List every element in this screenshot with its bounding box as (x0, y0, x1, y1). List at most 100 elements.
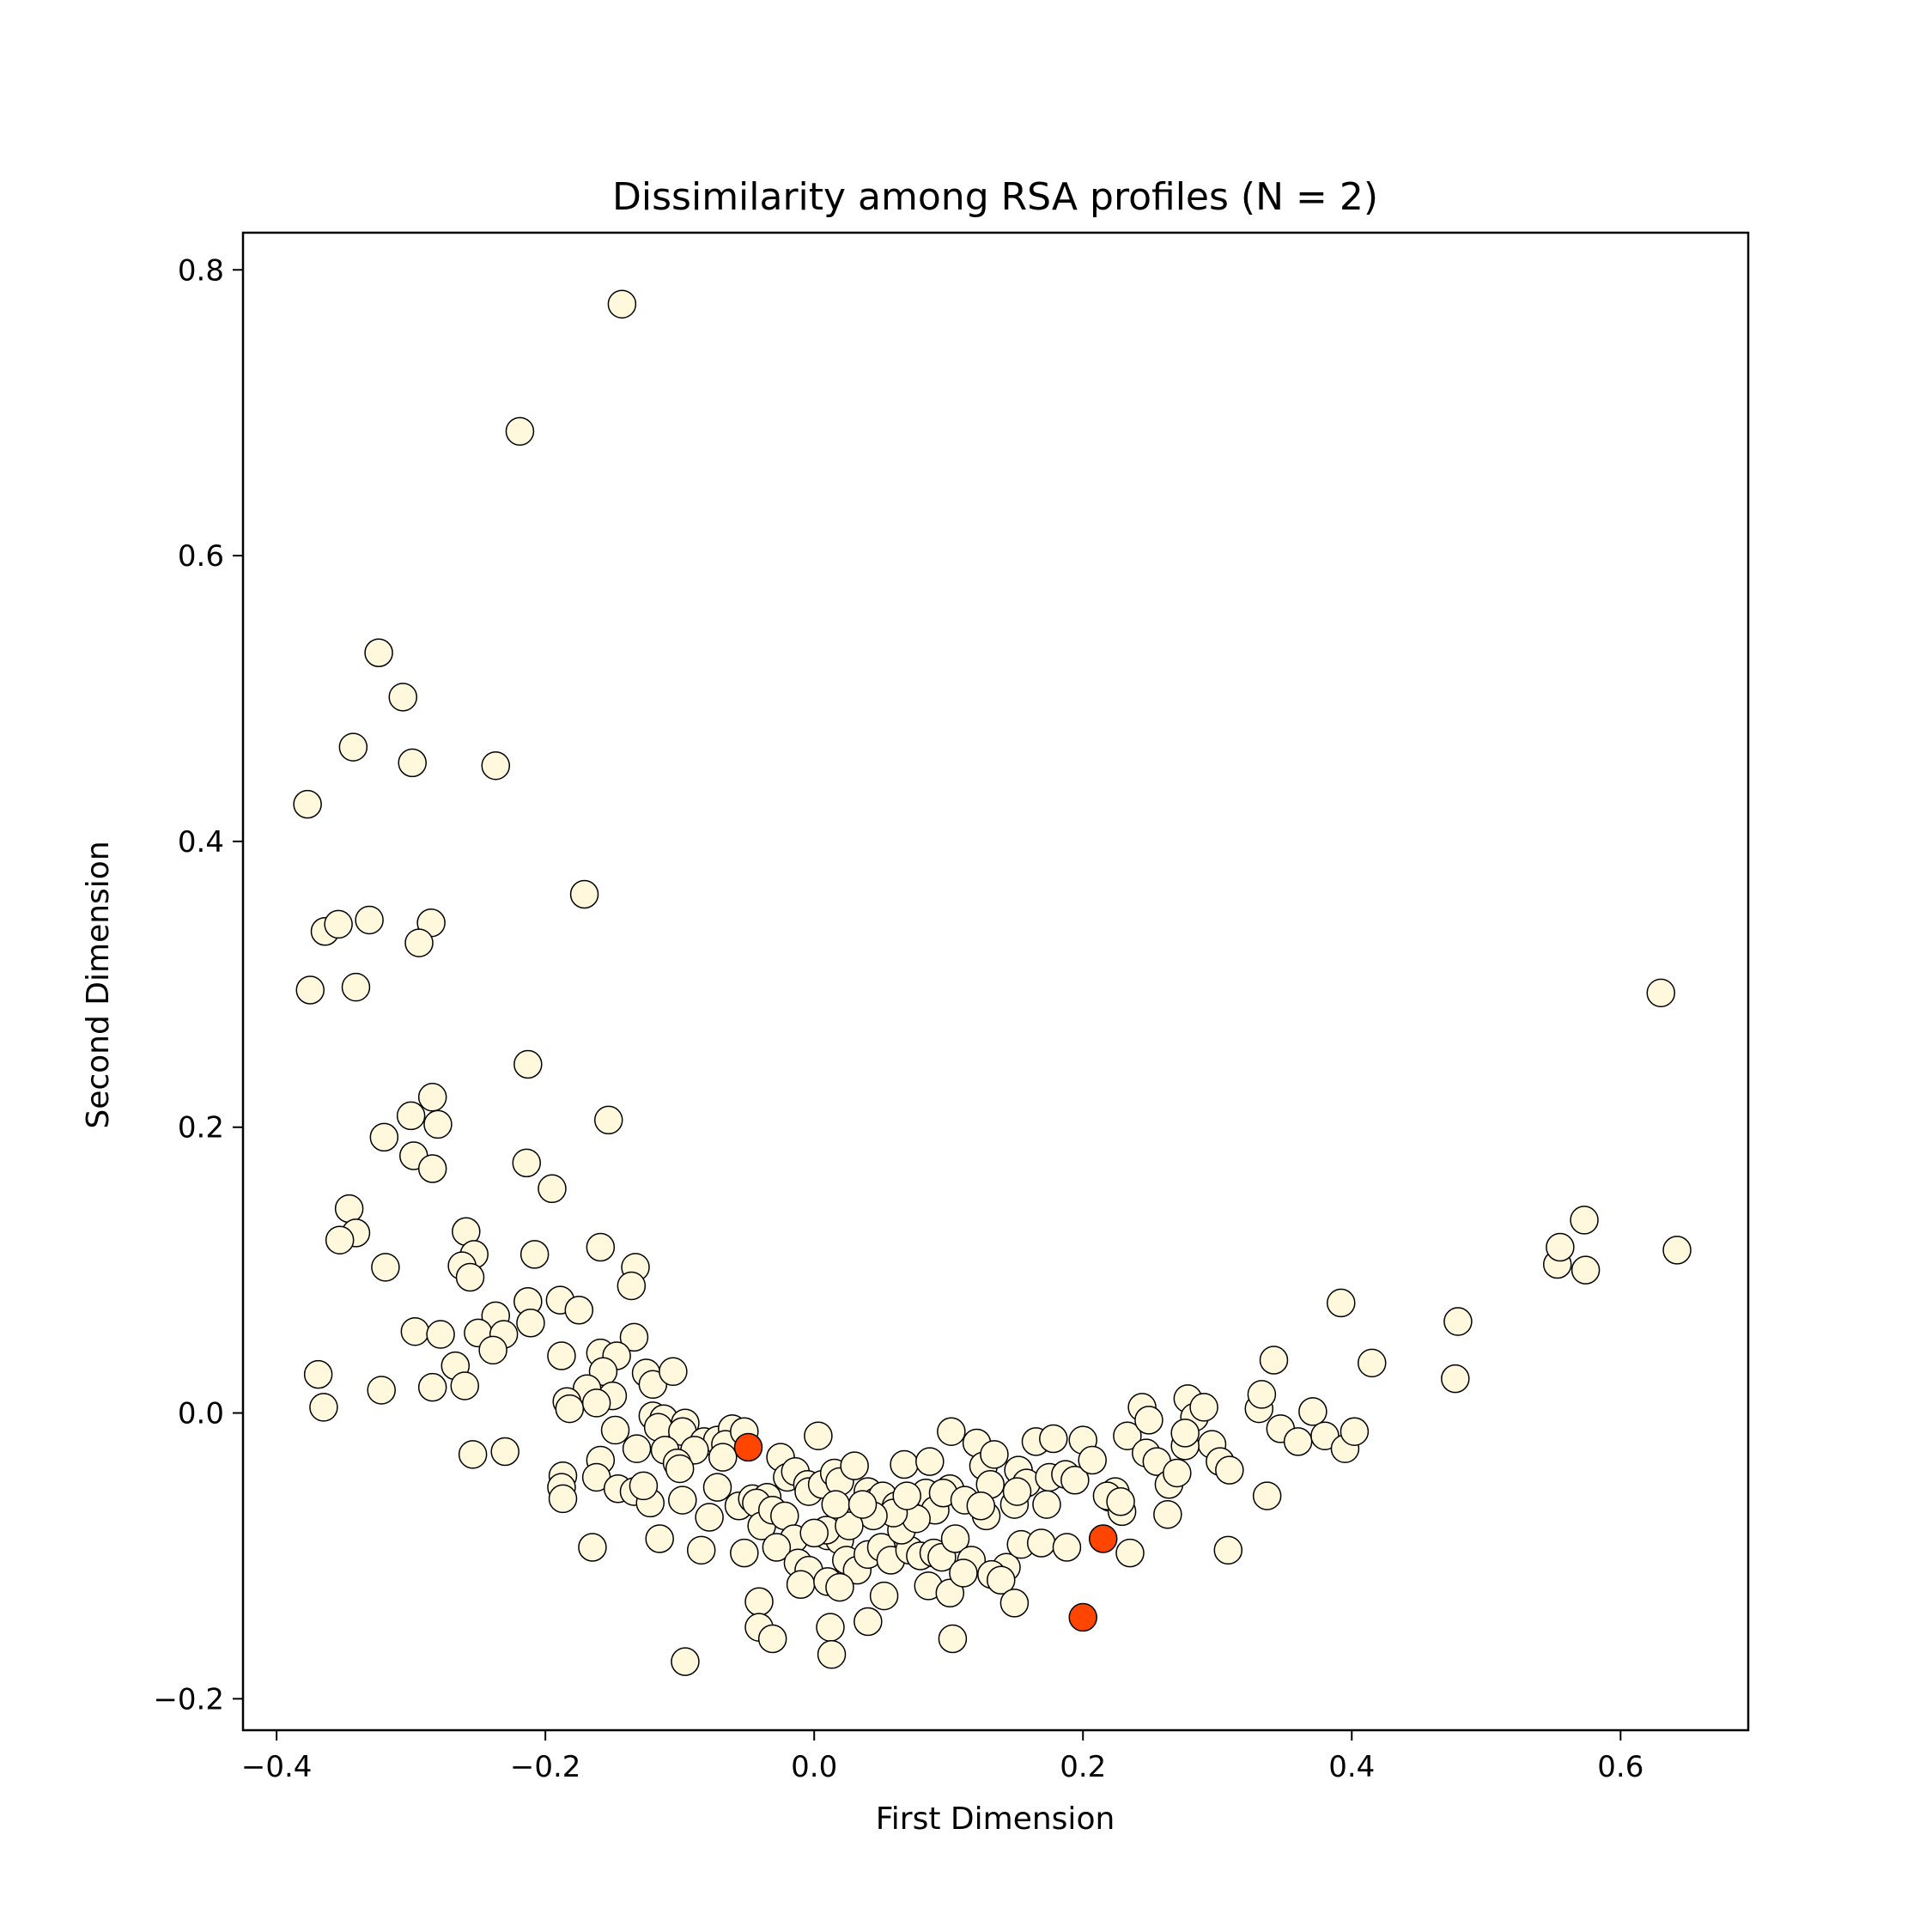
data-point (1340, 1417, 1370, 1446)
data-point (1134, 1406, 1163, 1435)
data-point (516, 1308, 545, 1338)
data-point (629, 1471, 659, 1501)
data-point (1662, 1236, 1692, 1265)
data-point (400, 1316, 430, 1346)
data-point (762, 1533, 792, 1562)
data-point (892, 1481, 921, 1510)
data-point (607, 289, 637, 319)
data-point (538, 1174, 567, 1204)
data-point (702, 1473, 732, 1502)
data-point (854, 1607, 883, 1637)
highlighted-data-point (1088, 1524, 1118, 1553)
data-point (617, 1271, 647, 1301)
data-point (1153, 1499, 1182, 1529)
data-point (622, 1434, 652, 1463)
data-point (578, 1533, 607, 1562)
data-point (417, 1372, 447, 1402)
data-point (757, 1624, 787, 1654)
data-point (1113, 1421, 1142, 1450)
data-point (1259, 1346, 1289, 1375)
data-point (1060, 1466, 1090, 1495)
data-point (937, 1417, 966, 1446)
data-point (825, 1572, 854, 1602)
data-point (593, 1105, 623, 1135)
data-point (1170, 1419, 1200, 1448)
data-point (1252, 1481, 1282, 1510)
data-point (478, 1335, 507, 1365)
data-point (744, 1587, 774, 1616)
data-point (1215, 1455, 1244, 1485)
data-point (417, 1154, 447, 1183)
axis-ticks: −0.4 −0.2 0.0 0.2 0.4 0.6 −0.2 0.0 0.2 0.4 0.6 0.8 (153, 253, 1643, 1784)
data-point (645, 1524, 674, 1553)
data-point (481, 750, 511, 781)
data-point (555, 1394, 585, 1424)
data-point (324, 909, 353, 939)
data-point (303, 1359, 333, 1389)
data-point (686, 1535, 716, 1565)
highlighted-data-point (733, 1432, 763, 1462)
data-point (935, 1578, 965, 1607)
data-point (1443, 1307, 1473, 1336)
y-tick-label: −0.2 (153, 1682, 224, 1716)
data-point (1189, 1393, 1218, 1422)
data-point (821, 1490, 850, 1519)
data-point (369, 1122, 399, 1152)
data-point (586, 1232, 616, 1262)
data-point (949, 1558, 978, 1588)
data-point (1052, 1533, 1082, 1562)
data-point (1570, 1206, 1599, 1235)
data-point (569, 879, 599, 909)
data-point (1327, 1288, 1356, 1318)
data-point (665, 1454, 695, 1484)
data-point (398, 748, 427, 778)
data-point (293, 789, 322, 819)
data-point (1283, 1427, 1313, 1456)
data-point (1441, 1364, 1470, 1394)
data-point (396, 1101, 426, 1131)
data-point (695, 1503, 724, 1532)
data-point (786, 1570, 816, 1600)
x-tick-label: 0.4 (1328, 1750, 1375, 1784)
data-point (1078, 1445, 1107, 1475)
data-point (564, 1295, 594, 1325)
data-point (1546, 1232, 1575, 1262)
data-point (426, 1320, 455, 1349)
data-point (1026, 1528, 1056, 1558)
data-point (987, 1565, 1016, 1595)
y-tick-label: 0.0 (178, 1397, 224, 1431)
data-point (417, 1083, 447, 1112)
data-point (668, 1485, 697, 1515)
data-point (341, 972, 371, 1002)
data-point (388, 683, 418, 712)
plot-area-frame (241, 231, 1750, 1732)
data-point (915, 1447, 945, 1476)
x-tick-label: −0.2 (510, 1750, 581, 1784)
data-point (835, 1511, 864, 1540)
data-point (548, 1484, 578, 1514)
data-point (659, 1357, 688, 1387)
data-point (848, 1490, 878, 1519)
data-point (1213, 1535, 1243, 1565)
data-point (1646, 978, 1676, 1008)
data-point (371, 1253, 400, 1282)
highlighted-data-point (1068, 1602, 1097, 1632)
data-point (1002, 1477, 1032, 1506)
data-point (581, 1388, 611, 1418)
chart-title: Dissimilarity among RSA profiles (N = 2) (612, 175, 1378, 219)
data-point (890, 1449, 919, 1479)
data-point (1298, 1397, 1327, 1426)
data-point (512, 1148, 542, 1178)
data-point (1115, 1538, 1145, 1568)
data-point (999, 1589, 1030, 1618)
data-point (450, 1371, 480, 1400)
data-point (730, 1538, 759, 1568)
data-point (519, 1240, 550, 1269)
data-point (364, 638, 393, 668)
data-point (817, 1640, 847, 1669)
data-point (840, 1451, 869, 1480)
data-point (325, 1225, 355, 1255)
data-point (1358, 1348, 1387, 1378)
data-point (980, 1440, 1009, 1469)
